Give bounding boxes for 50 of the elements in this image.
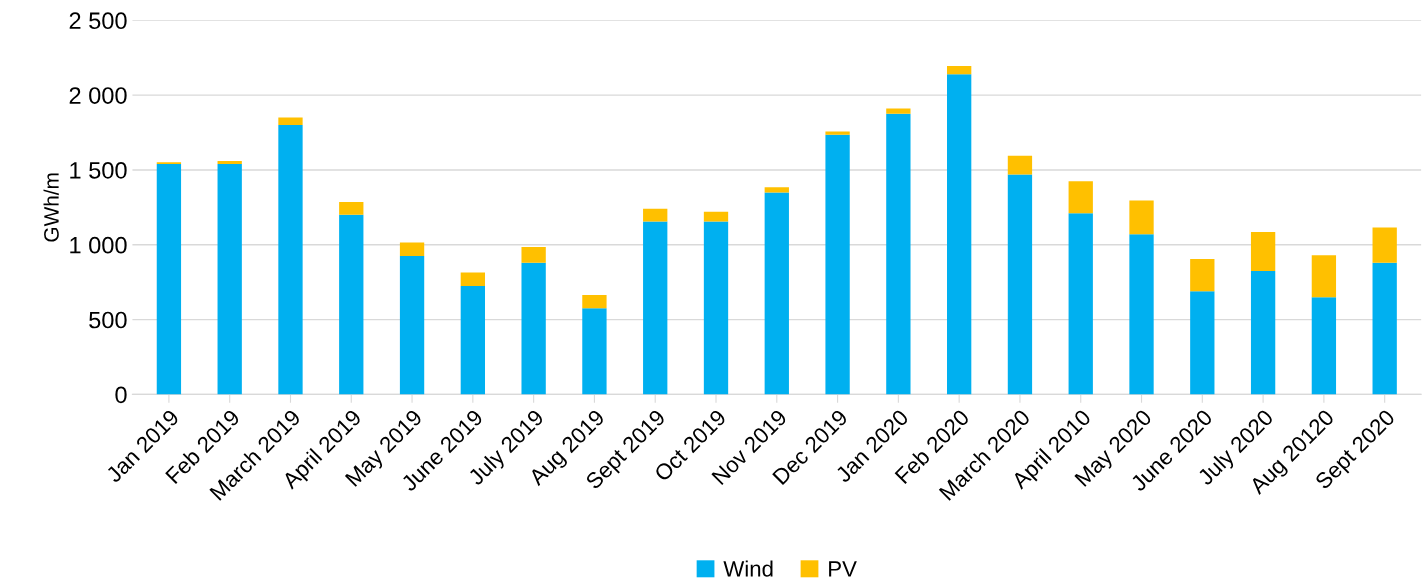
- bar: [1007, 174, 1033, 395]
- legend-label: PV: [829, 561, 857, 577]
- bar: [764, 187, 789, 193]
- bar: [156, 163, 182, 395]
- bar: [278, 117, 303, 126]
- bar: [1129, 234, 1154, 395]
- bar: [1068, 213, 1093, 395]
- y-axis-title: GWh/m: [43, 173, 59, 242]
- y-tick-label: 2 500: [69, 12, 127, 30]
- bar: [825, 131, 850, 135]
- bar: [399, 242, 425, 256]
- y-tick-label: 1 000: [70, 236, 127, 254]
- bar: [339, 202, 364, 215]
- y-tick-label: 500: [89, 311, 127, 329]
- bar: [703, 211, 729, 222]
- bar: [764, 192, 789, 395]
- bar: [582, 294, 607, 309]
- bar: [217, 163, 242, 395]
- bar: [278, 125, 303, 395]
- bar: [1129, 200, 1154, 235]
- bar: [582, 308, 607, 395]
- bar: [339, 214, 364, 395]
- bar: [1311, 297, 1337, 395]
- bar: [399, 255, 425, 395]
- bar: [1372, 227, 1397, 263]
- bar: [947, 74, 972, 395]
- bar: [947, 65, 972, 75]
- bar: [1372, 262, 1397, 395]
- bar: [1250, 232, 1276, 271]
- bar: [217, 160, 242, 164]
- bar: [521, 262, 546, 395]
- bar: [1311, 255, 1337, 298]
- bar: [1190, 258, 1215, 292]
- legend-label: Wind: [723, 560, 773, 577]
- bar: [460, 272, 486, 286]
- bar: [825, 134, 850, 395]
- bar: [521, 247, 546, 263]
- bar: [1007, 155, 1033, 175]
- y-tick-label: 1 500: [70, 162, 127, 179]
- bar: [643, 208, 668, 222]
- bar: [643, 221, 668, 395]
- bar: [1250, 270, 1276, 395]
- bar: [886, 108, 911, 114]
- bar: [1068, 181, 1093, 214]
- bar: [1190, 291, 1215, 395]
- bar: [460, 285, 486, 395]
- y-tick-label: 2 000: [69, 87, 127, 104]
- bar: [886, 113, 911, 395]
- bar: [703, 221, 729, 395]
- y-tick-label: 0: [115, 386, 127, 404]
